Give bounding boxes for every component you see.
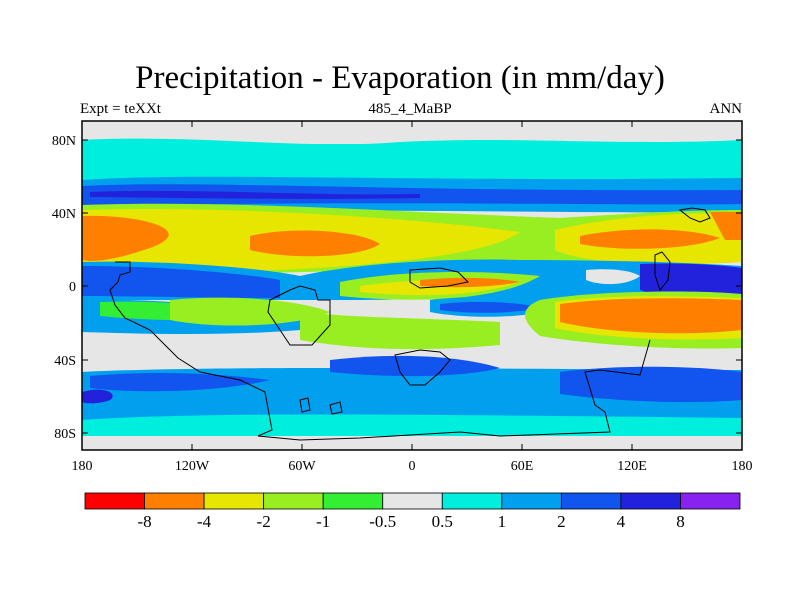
lat-tick-label: 40S — [54, 354, 76, 369]
colorbar-label: 8 — [676, 512, 685, 531]
colorbar-label: -1 — [316, 512, 330, 531]
colorbar-label: -2 — [257, 512, 271, 531]
map-field — [82, 121, 742, 450]
time-label: 485_4_MaBP — [368, 101, 452, 117]
colorbar-swatch — [680, 492, 741, 510]
colorbar-label: 4 — [617, 512, 626, 531]
colorbar-swatch — [382, 492, 443, 510]
colorbar-swatch — [322, 492, 384, 510]
colorbar-label: 1 — [498, 512, 507, 531]
lon-tick-label: 120W — [175, 459, 210, 474]
longitude-axis: 180 120W 60W 0 60E 120E 180 — [72, 121, 753, 474]
colorbar-swatch — [441, 492, 503, 510]
colorbar-swatch — [501, 492, 562, 510]
experiment-label: Expt = teXXt — [80, 101, 161, 117]
colorbar-swatch — [620, 492, 681, 510]
plot-title: Precipitation - Evaporation (in mm/day) — [135, 60, 665, 96]
lat-tick-label: 80N — [52, 134, 76, 149]
colorbar: -8 -4 -2 -1 -0.5 0.5 1 2 4 8 — [84, 492, 741, 531]
colorbar-label: 0.5 — [432, 512, 453, 531]
lon-tick-label: 0 — [409, 459, 416, 474]
lat-tick-label: 80S — [54, 427, 76, 442]
colorbar-label: 2 — [557, 512, 566, 531]
colorbar-label: -8 — [137, 512, 151, 531]
season-label: ANN — [709, 101, 743, 117]
coastlines — [109, 207, 711, 441]
lon-tick-label: 60W — [288, 459, 316, 474]
colorbar-swatch — [144, 492, 205, 510]
lat-tick-label: 0 — [69, 280, 76, 295]
lat-tick-label: 40N — [52, 207, 76, 222]
colorbar-label: -4 — [197, 512, 212, 531]
colorbar-swatch — [203, 492, 265, 510]
lon-tick-label: 60E — [511, 459, 534, 474]
lon-tick-label: 180 — [72, 459, 93, 474]
lon-tick-label: 120E — [617, 459, 647, 474]
colorbar-label: -0.5 — [369, 512, 396, 531]
colorbar-swatch — [263, 492, 324, 510]
colorbar-swatch — [560, 492, 622, 510]
latitude-axis: 80N 40N 0 40S 80S — [52, 134, 742, 442]
colorbar-swatch — [84, 492, 145, 510]
lon-tick-label: 180 — [732, 459, 753, 474]
